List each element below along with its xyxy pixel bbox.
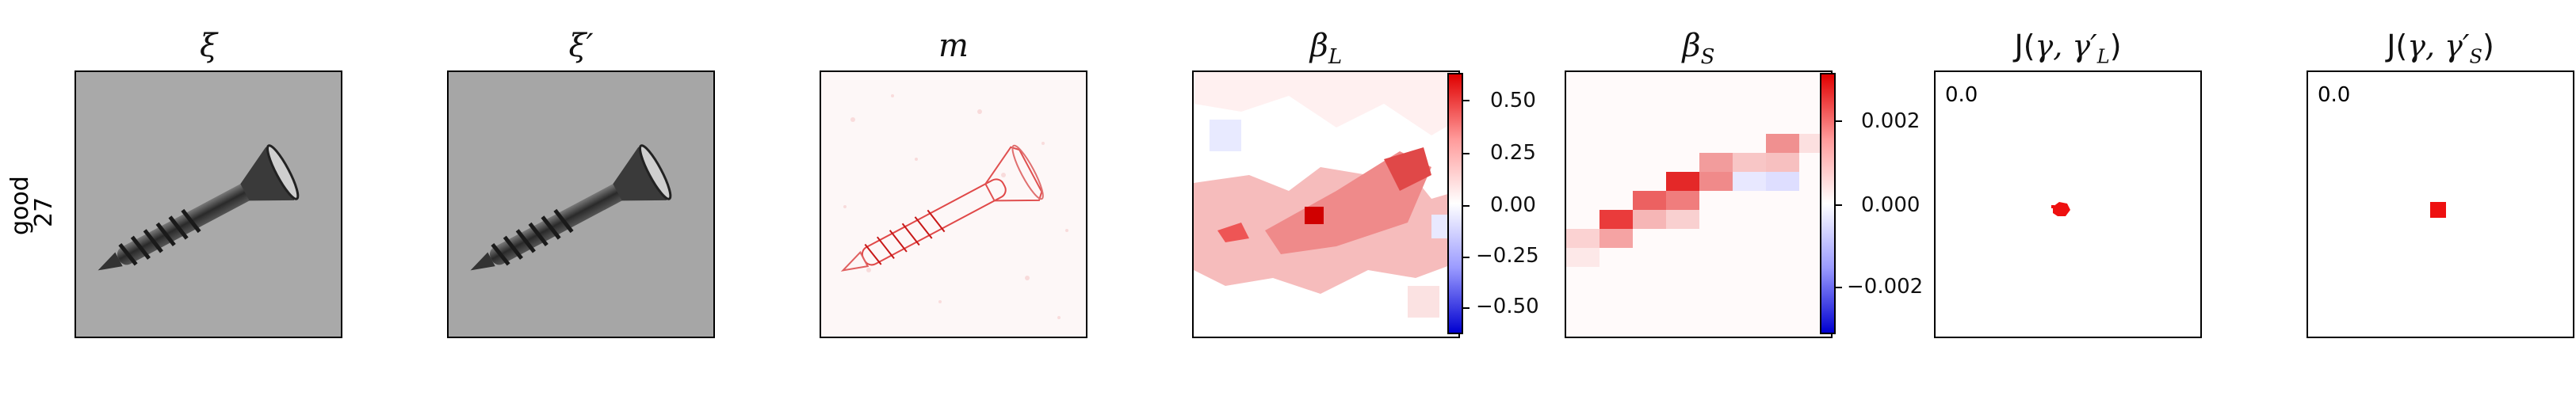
panel-title-j-l-post: ) — [2109, 29, 2122, 63]
colorbar-beta-l-tick: −0.50 — [1476, 295, 1539, 318]
colorbar-beta-l-tick: 0.00 — [1490, 193, 1536, 217]
panel-xi-image — [75, 70, 342, 338]
j-s-mask-icon — [2430, 202, 2446, 218]
panel-j-s-mask: 0.0 — [2307, 70, 2574, 338]
panel-title-j-s-sub: S — [2469, 45, 2482, 68]
panel-title-j-l-pre: J( — [2014, 29, 2035, 63]
panel-title-beta-s: βS — [1565, 22, 1833, 70]
panel-title-beta-l-main: β — [1309, 28, 1328, 64]
colorbar-beta-l — [1447, 73, 1463, 334]
m-heatmap-icon — [821, 72, 1086, 337]
colorbar-beta-s-tick: 0.002 — [1861, 109, 1921, 133]
panel-title-beta-l: βL — [1192, 22, 1460, 70]
panel-title-j-l-gamma: γ, γ′ — [2035, 29, 2097, 63]
colorbar-beta-s-tickmark — [1836, 204, 1842, 206]
panel-j-l-mask: 0.0 — [1934, 70, 2202, 338]
panel-title-j-s-pre: J( — [2387, 29, 2408, 63]
panel-title-j-s-post: ) — [2482, 29, 2494, 63]
panel-title-xi: ξ — [199, 28, 218, 64]
colorbar-beta-s-tick: −0.002 — [1847, 275, 1924, 299]
panel-beta-l-heatmap — [1192, 70, 1460, 338]
panel-title-j-l-sub: L — [2096, 45, 2110, 68]
panel-j-s-corner-value: 0.0 — [2318, 83, 2351, 107]
colorbar-beta-l-tickmark — [1463, 205, 1470, 207]
colorbar-beta-l-tickmark — [1463, 257, 1470, 258]
j-l-mask-icon — [2051, 202, 2070, 216]
colorbar-beta-s-tickmark — [1836, 120, 1842, 122]
panel-title-beta-l-sub: L — [1328, 45, 1343, 69]
panel-title-j-l: J(γ, γ′L) — [1934, 22, 2202, 70]
beta-l-heatmap-icon — [1194, 72, 1458, 337]
colorbar-beta-l-tickmark — [1463, 307, 1470, 309]
colorbar-beta-s — [1820, 73, 1836, 334]
panel-j-l-corner-value: 0.0 — [1945, 83, 1978, 107]
screw-image-icon — [76, 72, 341, 337]
panel-title-beta-s-sub: S — [1700, 45, 1715, 69]
row-label: good 27 — [2, 154, 73, 249]
panel-xi-prime-image — [447, 70, 715, 338]
panel-title-m: m — [938, 28, 969, 64]
panel-title-beta-s-main: β — [1682, 28, 1701, 64]
screw-image-icon — [449, 72, 713, 337]
beta-s-heatmap-icon — [1566, 72, 1831, 337]
row-label-line2: 27 — [30, 196, 58, 227]
panel-beta-s-heatmap — [1565, 70, 1833, 338]
colorbar-beta-l-tick: −0.25 — [1476, 244, 1539, 268]
panel-m-heatmap — [820, 70, 1087, 338]
panel-title-j-s-gamma: γ, γ′ — [2407, 29, 2470, 63]
panel-title-j-s: J(γ, γ′S) — [2307, 22, 2574, 70]
colorbar-beta-s-tick: 0.000 — [1861, 193, 1921, 217]
panel-title-xi-prime: ξ′ — [568, 28, 594, 64]
colorbar-beta-l-tickmark — [1463, 100, 1470, 101]
colorbar-beta-l-tick: 0.50 — [1490, 89, 1536, 112]
colorbar-beta-l-tickmark — [1463, 153, 1470, 154]
colorbar-beta-s-tickmark — [1836, 287, 1842, 288]
colorbar-beta-l-tick: 0.25 — [1490, 141, 1536, 165]
